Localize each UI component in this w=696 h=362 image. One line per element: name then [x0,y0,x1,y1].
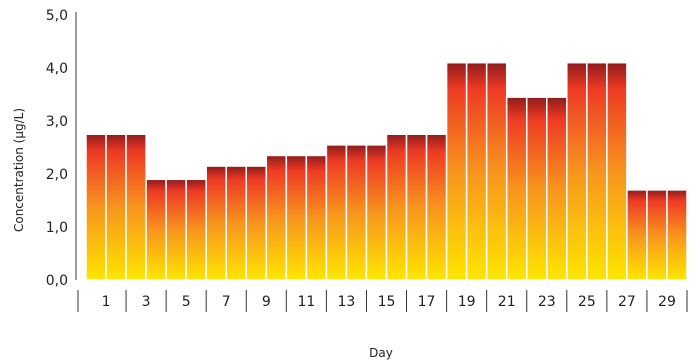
bar-day-6 [185,178,207,281]
bars-layer [85,61,688,281]
bar-day-10 [265,154,288,281]
y-tick-label: 0,0 [46,273,68,289]
x-tick-label: 13 [338,294,356,310]
bar-day-19 [445,61,468,281]
bar-day-1 [85,133,107,281]
bar-day-5 [165,178,187,281]
bar-day-25 [566,61,588,281]
bar-day-30 [666,189,688,281]
x-tick-label: 11 [297,294,315,310]
y-tick-label: 5,0 [46,8,68,24]
bar-day-28 [626,189,648,281]
y-tick-label: 1,0 [46,220,68,236]
bar-day-4 [145,178,167,281]
bar-day-14 [345,144,368,281]
bar-day-20 [465,61,488,281]
bar-day-29 [646,189,668,281]
x-tick-label: 25 [578,294,596,310]
x-tick-label: 15 [378,294,396,310]
bar-day-2 [105,133,127,281]
x-tick-label: 1 [102,294,111,310]
bar-day-17 [405,133,428,281]
bar-day-13 [325,144,348,281]
x-tick-label: 29 [658,294,676,310]
bar-day-27 [606,61,628,281]
x-tick-label: 5 [182,294,191,310]
bar-day-3 [125,133,147,281]
axes-layer: 0,01,02,03,04,05,01 3 5 7 9 11 13 15 17 19 21 23 25 2… [46,8,688,312]
bar-day-23 [525,96,548,281]
bar-day-11 [285,154,308,281]
y-tick-label: 4,0 [46,61,68,77]
x-tick-label: 7 [222,294,231,310]
bar-day-22 [505,96,528,281]
bar-day-26 [586,61,608,281]
x-tick-label: 23 [538,294,556,310]
x-tick-label: 21 [498,294,516,310]
bar-day-15 [365,144,388,281]
bar-day-21 [485,61,508,281]
y-tick-label: 2,0 [46,167,68,183]
x-tick-label: 9 [262,294,271,310]
bar-day-18 [425,133,448,281]
x-tick-label: 17 [418,294,436,310]
x-tick-label: 3 [142,294,151,310]
bar-day-16 [385,133,408,281]
x-tick-label: 27 [618,294,636,310]
bar-day-24 [546,96,568,281]
bar-day-9 [245,165,268,281]
x-tick-label: 19 [458,294,476,310]
bar-day-12 [305,154,328,281]
y-tick-label: 3,0 [46,114,68,130]
bar-day-8 [225,165,248,281]
y-axis-title: Concentration (µg/L) [12,108,26,232]
x-axis-title: Day [369,346,393,360]
bar-day-7 [205,165,227,281]
